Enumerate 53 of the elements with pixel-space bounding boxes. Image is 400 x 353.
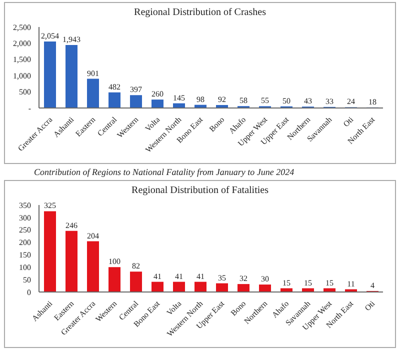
data-label: 98	[196, 94, 204, 104]
y-tick-label: 1,500	[13, 55, 31, 64]
data-label: 58	[240, 96, 248, 106]
data-label: 325	[44, 201, 56, 210]
y-tick-label: 500	[19, 88, 31, 97]
data-label: 397	[130, 85, 142, 94]
data-label: 482	[108, 82, 120, 92]
data-label: 41	[154, 272, 162, 281]
data-label: 55	[261, 96, 269, 106]
y-tick-label: 250	[19, 226, 31, 235]
data-label: 30	[261, 274, 269, 284]
data-label: 100	[108, 257, 120, 266]
data-label: 35	[218, 273, 226, 282]
y-tick-label: 200	[19, 238, 31, 248]
data-label: 15	[304, 278, 312, 288]
data-label: 24	[347, 97, 355, 106]
y-tick-label: -	[28, 104, 32, 113]
data-label: 92	[218, 95, 226, 104]
data-label: 4	[370, 281, 374, 290]
data-label: 2,054	[41, 31, 59, 40]
y-tick-label: 300	[19, 213, 31, 222]
data-label: 41	[196, 272, 204, 281]
data-label: 18	[368, 97, 376, 106]
text: Contribution of Regions to National Fatality from January to June 2024	[33, 166, 296, 179]
data-label: 50	[282, 96, 290, 106]
data-label: 1,943	[62, 35, 80, 44]
y-tick-label: 0	[27, 288, 31, 297]
data-label: 82	[132, 262, 140, 271]
data-label: 15	[282, 278, 290, 288]
data-label: 204	[87, 231, 99, 240]
y-tick-label: 2,000	[13, 39, 31, 48]
data-label: 15	[326, 278, 334, 288]
data-label: 32	[240, 274, 248, 284]
x-tick-label: Volta	[164, 298, 184, 318]
y-tick-label: 100	[19, 262, 31, 272]
data-label: 41	[175, 272, 183, 281]
data-label: 11	[347, 279, 355, 288]
data-label: 43	[304, 96, 312, 106]
y-tick-label: 50	[23, 275, 31, 284]
data-label: 145	[173, 93, 185, 102]
chart-title: Regional Distribution of Crashes	[133, 7, 267, 18]
y-tick-label: 150	[19, 250, 31, 260]
y-tick-label: 350	[19, 200, 31, 210]
x-tick-label: Volta	[143, 114, 162, 134]
chart-title: Regional Distribution of Fatalities	[130, 185, 270, 196]
data-label: 901	[87, 68, 99, 78]
x-tick-label: Oti	[342, 114, 356, 129]
data-label: 260	[152, 90, 164, 99]
x-tick-label: Oti	[363, 298, 378, 313]
y-tick-label: 1,000	[13, 71, 31, 80]
data-label: 246	[66, 220, 78, 230]
data-label: 33	[326, 96, 334, 106]
y-tick-label: 2,500	[13, 22, 31, 32]
